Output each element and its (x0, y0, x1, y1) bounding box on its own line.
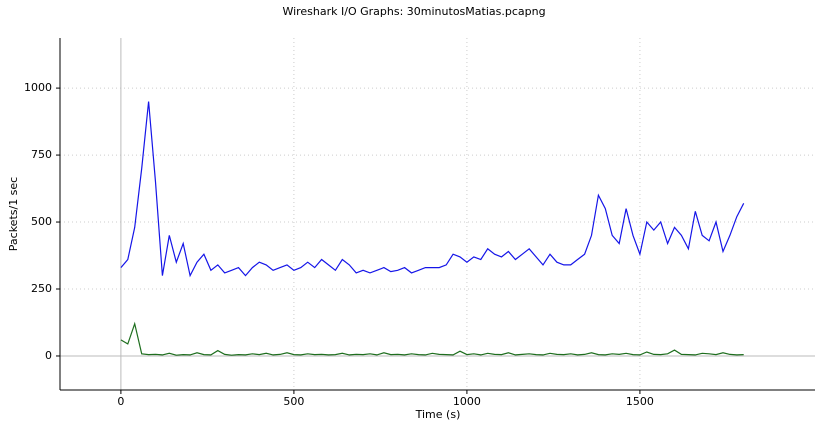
y-axis-label: Packets/1 sec (7, 177, 20, 251)
series-line (120, 321, 744, 356)
series-line (120, 101, 745, 278)
y-tick-label: 500 (31, 215, 52, 228)
x-tick-label: 0 (117, 395, 124, 408)
x-axis-label: Time (s) (415, 408, 461, 421)
y-tick-label: 1000 (24, 81, 52, 94)
chart-title: Wireshark I/O Graphs: 30minutosMatias.pc… (282, 5, 545, 18)
y-tick-label: 0 (45, 349, 52, 362)
x-tick-label: 1000 (453, 395, 481, 408)
y-tick-label: 750 (31, 148, 52, 161)
x-tick-label: 500 (283, 395, 304, 408)
x-tick-label: 1500 (626, 395, 654, 408)
y-tick-label: 250 (31, 282, 52, 295)
